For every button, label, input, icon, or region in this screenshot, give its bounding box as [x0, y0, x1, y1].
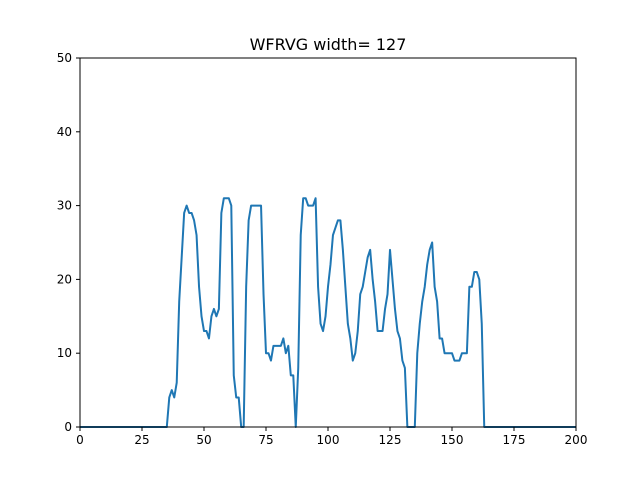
y-tick-label: 50	[57, 51, 72, 65]
chart-title: WFRVG width= 127	[250, 35, 407, 54]
y-tick-label: 30	[57, 199, 72, 213]
y-tick-label: 40	[57, 125, 72, 139]
x-tick-label: 0	[76, 433, 84, 447]
x-tick-label: 200	[565, 433, 588, 447]
x-tick-label: 100	[317, 433, 340, 447]
y-tick-label: 0	[64, 420, 72, 434]
x-tick-label: 175	[503, 433, 526, 447]
x-tick-label: 75	[258, 433, 273, 447]
y-tick-label: 10	[57, 346, 72, 360]
x-tick-label: 25	[134, 433, 149, 447]
y-tick-label: 20	[57, 272, 72, 286]
x-tick-label: 50	[196, 433, 211, 447]
y-axis: 0 10 20 30 40 50	[57, 51, 80, 434]
x-tick-label: 125	[379, 433, 402, 447]
x-axis: 0 25 50 75 100 125 150 175 200	[76, 427, 587, 447]
x-tick-label: 150	[441, 433, 464, 447]
